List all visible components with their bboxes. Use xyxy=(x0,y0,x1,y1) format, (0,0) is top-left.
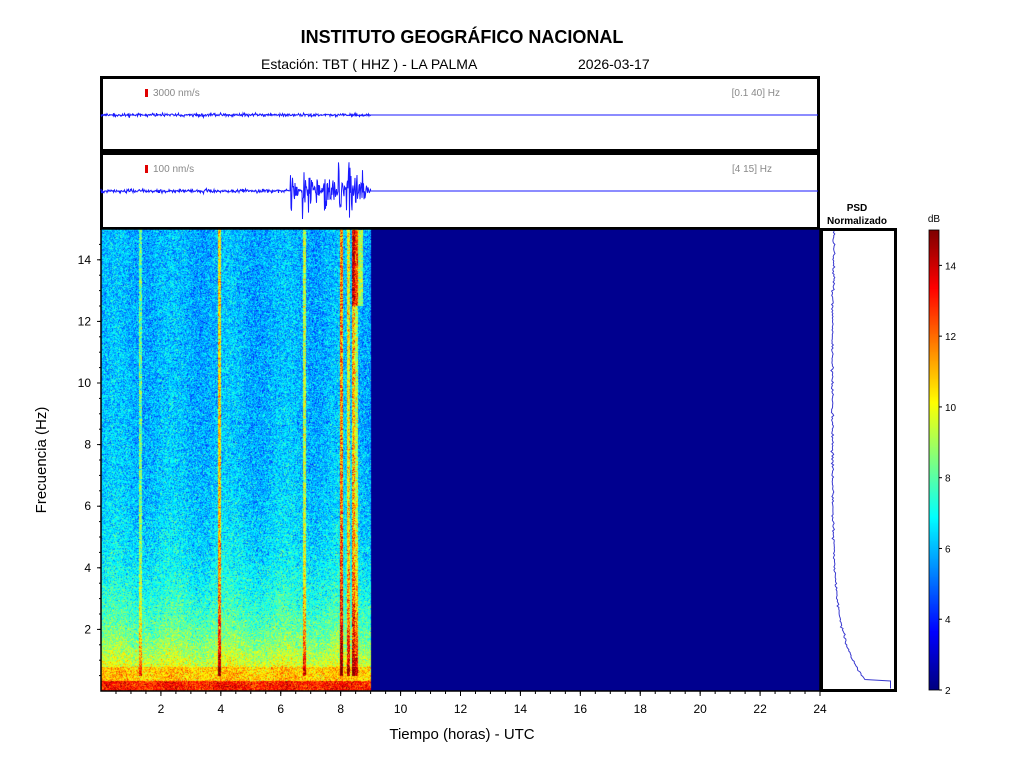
x-tick-label: 12 xyxy=(454,702,468,716)
y-axis-label: Frecuencia (Hz) xyxy=(33,407,50,514)
colorbar-unit: dB xyxy=(928,214,941,225)
trace-line-filtered xyxy=(100,162,818,220)
x-tick-label: 8 xyxy=(337,702,344,716)
colorbar: dB 2 4 6 8 10 12 14 xyxy=(928,214,957,697)
trace-line-broadband xyxy=(100,111,818,120)
colorbar-tick-label: 6 xyxy=(945,544,951,555)
y-tick-label: 6 xyxy=(84,499,91,513)
x-tick-label: 10 xyxy=(394,702,408,716)
y-tick-label: 8 xyxy=(84,438,91,452)
trace-panel-broadband: 3000 nm/s [0.1 40] Hz xyxy=(100,76,820,152)
scale-marker-2 xyxy=(145,165,148,173)
x-axis: 2 4 6 8 10 12 14 16 18 20 22 24 xyxy=(115,691,827,716)
x-axis-label: Tiempo (horas) - UTC xyxy=(389,726,534,743)
y-tick-label: 12 xyxy=(78,314,92,328)
scale-marker-1 xyxy=(145,89,148,97)
colorbar-tick-label: 10 xyxy=(945,403,957,414)
chart-title: INSTITUTO GEOGRÁFICO NACIONAL xyxy=(300,27,624,47)
colorbar-tick-label: 2 xyxy=(945,686,951,697)
colorbar-tick-label: 14 xyxy=(945,261,957,272)
colorbar-tick-label: 4 xyxy=(945,615,951,626)
y-tick-label: 10 xyxy=(78,376,92,390)
x-tick-label: 24 xyxy=(813,702,827,716)
x-tick-label: 16 xyxy=(574,702,588,716)
scale-label-2: 100 nm/s xyxy=(153,164,194,175)
date-label: 2026-03-17 xyxy=(578,56,650,72)
x-tick-label: 18 xyxy=(634,702,648,716)
psd-title: PSD xyxy=(847,203,868,214)
band-label-2: [4 15] Hz xyxy=(732,164,772,175)
y-tick-label: 4 xyxy=(84,561,91,575)
y-tick-label: 14 xyxy=(78,253,92,267)
trace-panel-filtered: 100 nm/s [4 15] Hz xyxy=(100,152,820,230)
colorbar-tick-label: 12 xyxy=(945,332,957,343)
spectrogram-heatmap xyxy=(101,229,820,691)
x-tick-label: 2 xyxy=(158,702,165,716)
band-label-1: [0.1 40] Hz xyxy=(732,88,780,99)
y-tick-label: 2 xyxy=(84,622,91,636)
psd-subtitle: Normalizado xyxy=(827,216,887,227)
x-tick-label: 6 xyxy=(277,702,284,716)
psd-line xyxy=(830,230,891,689)
x-tick-label: 22 xyxy=(753,702,767,716)
colorbar-tick-label: 8 xyxy=(945,474,951,485)
scale-label-1: 3000 nm/s xyxy=(153,88,200,99)
x-tick-label: 4 xyxy=(217,702,224,716)
psd-panel: PSD Normalizado xyxy=(820,203,897,692)
station-label: Estación: TBT ( HHZ ) - LA PALMA xyxy=(261,56,478,72)
x-tick-label: 20 xyxy=(693,702,707,716)
colorbar-gradient xyxy=(929,230,939,690)
y-axis: 2 4 6 8 10 12 14 xyxy=(78,243,101,677)
colorbar-ticks: 2 4 6 8 10 12 14 xyxy=(939,261,957,697)
x-tick-label: 14 xyxy=(514,702,528,716)
